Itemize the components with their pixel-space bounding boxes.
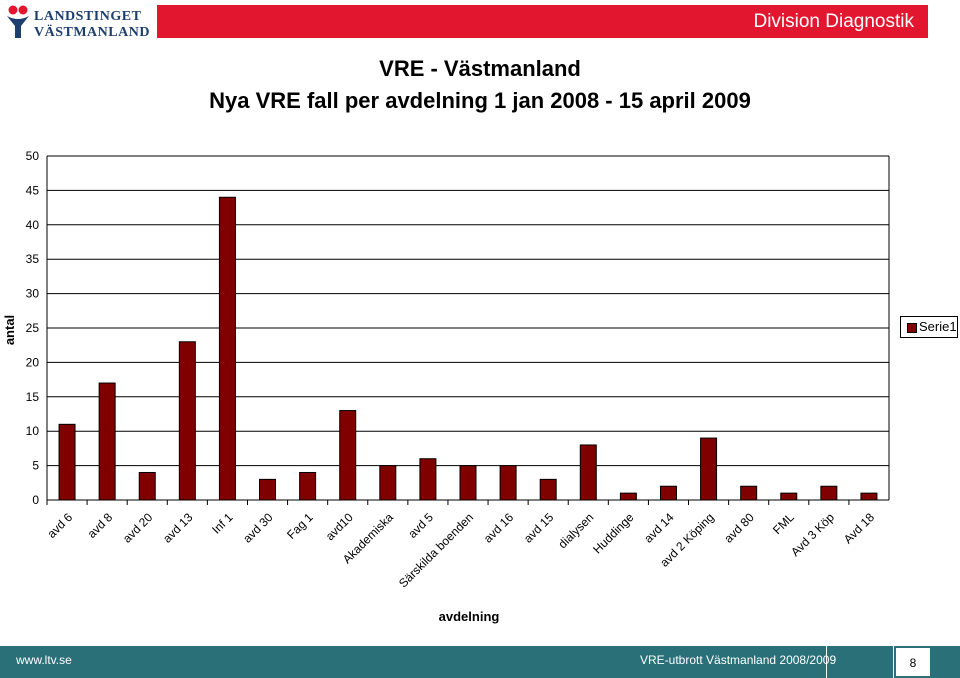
x-tick-label: avd 13 (160, 510, 196, 546)
y-tick-label: 5 (32, 459, 39, 473)
bar (820, 485, 838, 501)
legend-label: Serie1 (919, 319, 957, 334)
x-tick-label: Avd 18 (841, 510, 877, 546)
division-title: Division Diagnostik (753, 11, 914, 32)
x-tick-label: Huddinge (590, 510, 636, 556)
y-tick-label: 20 (26, 355, 40, 369)
bar (860, 492, 878, 501)
chart-title: VRE - Västmanland (379, 56, 581, 81)
y-tick-label: 30 (26, 287, 40, 301)
bar (619, 492, 637, 501)
x-tick-label: avd 5 (405, 510, 436, 541)
bar (58, 423, 76, 501)
bar (339, 410, 357, 501)
logo-text: VÄSTMANLAND (34, 25, 150, 40)
bar (659, 485, 677, 501)
y-axis-title: antal (2, 315, 17, 345)
footer-url[interactable]: www.ltv.se (16, 653, 72, 667)
footer-divider-box (826, 646, 894, 678)
x-tick-label: avd 80 (721, 510, 757, 546)
x-axis-title: avdelning (439, 609, 500, 624)
bar (459, 465, 477, 501)
bar (259, 478, 277, 501)
bar (579, 444, 597, 501)
y-tick-label: 50 (26, 149, 40, 163)
x-tick-label: Särskilda boenden (396, 510, 476, 590)
header-bar: Division Diagnostik (157, 5, 928, 38)
y-tick-label: 25 (26, 321, 40, 335)
x-tick-label: avd 15 (521, 510, 557, 546)
page-number: 8 (909, 656, 917, 670)
bar (379, 465, 397, 501)
footer-description: VRE-utbrott Västmanland 2008/2009 (640, 653, 837, 667)
x-tick-label: avd 6 (45, 510, 76, 541)
x-tick-label: Avd 3 Köp (788, 510, 837, 559)
legend-swatch (907, 323, 917, 333)
x-tick-label: Inf 1 (209, 510, 236, 537)
bar (98, 382, 116, 501)
x-tick-label: Fag 1 (284, 510, 316, 542)
x-tick-label: avd10 (323, 510, 356, 543)
logo-emblem-icon (7, 5, 29, 38)
x-tick-label: avd 30 (240, 510, 276, 546)
x-tick-label: dialysen (555, 510, 596, 551)
bar (218, 196, 236, 501)
landstinget-logo: LANDSTINGET VÄSTMANLAND (4, 4, 154, 42)
x-tick-label: avd 14 (641, 510, 677, 546)
x-tick-label: FML (770, 510, 797, 537)
bar (780, 492, 798, 501)
x-tick-label: avd 20 (120, 510, 156, 546)
chart-legend: Serie1 (900, 316, 958, 338)
y-tick-label: 45 (26, 183, 40, 197)
y-tick-label: 10 (26, 424, 40, 438)
logo-text: LANDSTINGET (34, 9, 142, 24)
y-tick-label: 35 (26, 252, 40, 266)
y-tick-label: 0 (32, 493, 39, 507)
y-tick-label: 15 (26, 390, 40, 404)
bar (740, 485, 758, 501)
bar (499, 465, 517, 501)
bar (299, 471, 317, 501)
y-tick-label: 40 (26, 218, 40, 232)
bar (700, 437, 718, 501)
chart-subtitle: Nya VRE fall per avdelning 1 jan 2008 - … (209, 88, 751, 113)
page-number-box: 8 (896, 648, 930, 676)
bar (539, 478, 557, 501)
x-tick-label: avd 8 (85, 510, 116, 541)
x-tick-label: avd 16 (481, 510, 517, 546)
bar (138, 471, 156, 501)
footer-bar: www.ltv.se VRE-utbrott Västmanland 2008/… (0, 646, 960, 678)
bar (178, 341, 196, 501)
bar (419, 458, 437, 501)
